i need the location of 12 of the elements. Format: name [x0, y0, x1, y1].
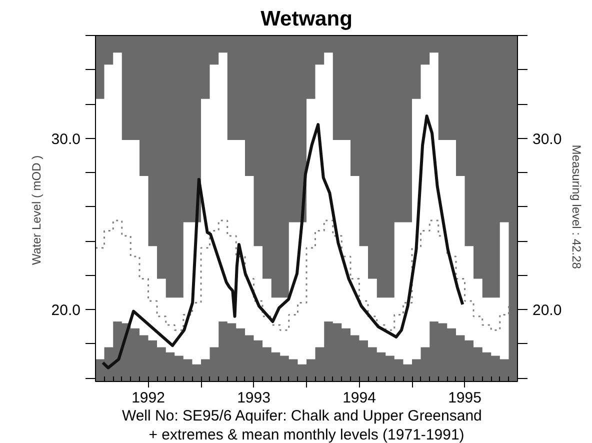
text: Well No: SE95/6 Aquifer: Chalk and Upper Greensand	[122, 408, 482, 424]
x-tick-label: 1995	[448, 390, 482, 406]
chart-title: Wetwang	[260, 8, 352, 30]
line-series	[101, 114, 464, 370]
text: + extremes & mean monthly levels (1971-1991)	[148, 426, 464, 443]
x-tick-label: 1992	[132, 390, 165, 406]
y-axis-title: Water Level ( mOD )	[29, 155, 44, 265]
y2-axis-title: Measuring level : 42.28	[570, 144, 584, 270]
x-tick-label: 1993	[237, 390, 270, 406]
x-tick-label: 1994	[342, 390, 376, 406]
y2-tick-label: 20.0	[532, 302, 562, 320]
y2-tick-label: 30.0	[532, 130, 562, 148]
